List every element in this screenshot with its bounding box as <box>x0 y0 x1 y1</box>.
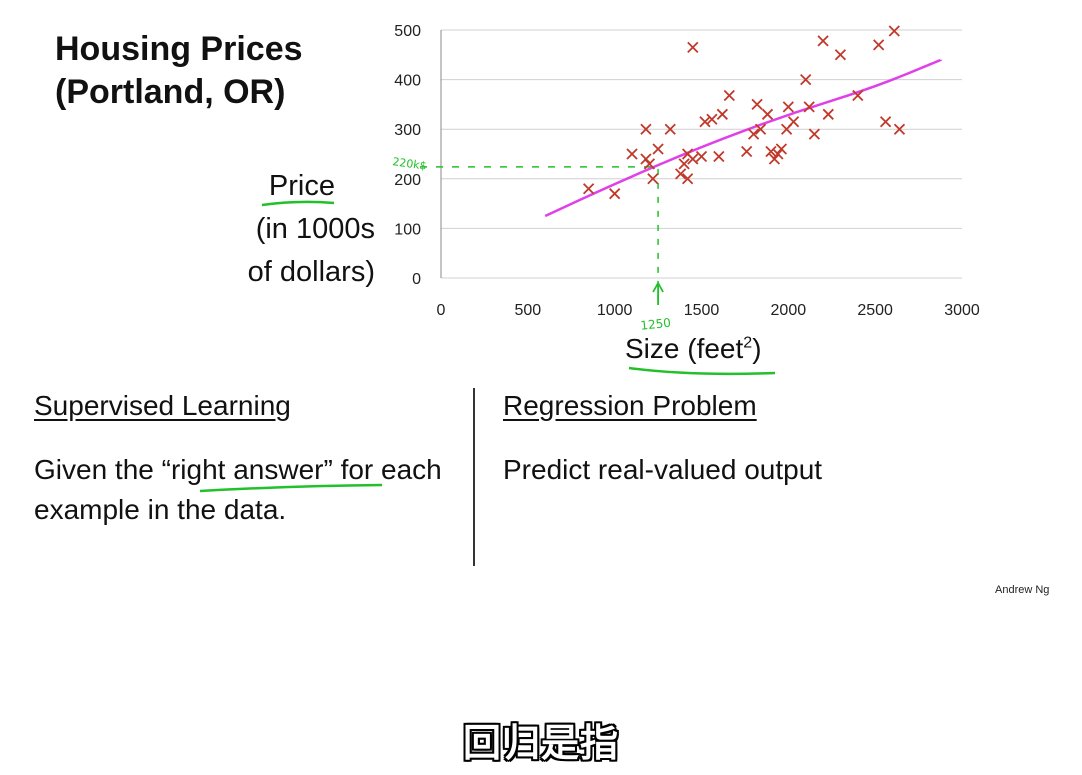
x-tick-label: 0 <box>437 302 446 319</box>
x-axis-label-close: ) <box>752 333 762 364</box>
data-point-39 <box>852 89 864 102</box>
data-point-18 <box>713 150 725 163</box>
data-point-20 <box>723 89 735 102</box>
chart-annotations: 1250 220k$ <box>392 155 672 333</box>
right-answer-phrase: right answer <box>170 454 324 485</box>
supervised-learning-text: Given the “right answer” for each exampl… <box>34 450 464 530</box>
column-divider <box>473 388 475 566</box>
right-answer-underline-stroke <box>199 483 383 493</box>
scatter-chart: 0 100 200 300 400 500 0 500 1000 1500 2000 2500 3000… <box>392 23 980 333</box>
x-tick-label: 2000 <box>771 302 807 319</box>
data-point-31 <box>782 101 794 113</box>
data-point-6 <box>647 173 659 185</box>
data-point-9 <box>675 168 687 180</box>
supervised-learning-heading: Supervised Learning <box>34 390 291 421</box>
chart-ticks: 0 100 200 300 400 500 0 500 1000 1500 2000 2500 3000 <box>394 23 980 319</box>
y-tick-label: 0 <box>412 271 421 288</box>
x-tick-label: 2500 <box>857 302 893 319</box>
data-point-24 <box>754 123 767 135</box>
data-point-15 <box>695 150 708 163</box>
data-point-0 <box>582 183 595 195</box>
video-caption: 回归是指 <box>462 721 619 765</box>
data-point-1 <box>609 188 621 200</box>
y-axis-label-line-2: (in 1000s <box>255 213 375 245</box>
data-point-11 <box>681 173 694 185</box>
data-point-19 <box>716 108 728 120</box>
data-point-10 <box>678 158 690 170</box>
y-axis-label-line-1: Price <box>268 170 335 202</box>
title-line-2: (Portland, OR) <box>55 73 286 111</box>
data-point-13 <box>687 153 699 165</box>
y-tick-label: 300 <box>394 122 421 139</box>
data-point-7 <box>652 143 664 155</box>
data-point-26 <box>765 145 777 158</box>
data-point-23 <box>751 98 763 111</box>
regression-problem-heading: Regression Problem <box>503 390 757 421</box>
data-point-38 <box>834 49 847 61</box>
y-marker-label: 220k$ <box>392 155 428 173</box>
author-credit: Andrew Ng <box>995 584 1050 596</box>
data-point-36 <box>817 35 829 47</box>
x-axis-label-superscript: 2 <box>743 334 753 352</box>
y-axis-label: Price (in 1000s of dollars) <box>205 165 375 294</box>
regression-fit-line <box>544 58 942 218</box>
fit-line-layer <box>544 58 942 218</box>
data-point-2 <box>626 148 638 160</box>
data-point-32 <box>787 116 800 128</box>
y-tick-label: 500 <box>394 23 421 40</box>
data-point-27 <box>768 153 781 165</box>
chart-grid <box>440 29 962 279</box>
regression-problem-text: Predict real-valued output <box>503 454 823 485</box>
data-point-43 <box>893 123 906 135</box>
size-underline-stroke <box>628 366 776 376</box>
x-axis-label-text: Size (feet <box>625 333 744 364</box>
x-tick-label: 3000 <box>944 302 980 319</box>
y-tick-label: 200 <box>394 172 421 189</box>
data-point-35 <box>808 128 821 140</box>
left-body-post: ” for each example in the data. <box>34 454 442 525</box>
data-point-40 <box>873 39 885 51</box>
data-point-3 <box>640 153 652 165</box>
slide-title: Housing Prices (Portland, OR) <box>55 28 303 114</box>
y-tick-label: 400 <box>394 73 421 90</box>
data-point-37 <box>822 108 834 120</box>
data-point-34 <box>803 101 815 113</box>
data-point-29 <box>775 143 788 155</box>
data-point-14 <box>687 41 699 53</box>
x-tick-label: 500 <box>514 302 541 319</box>
data-point-22 <box>747 128 760 140</box>
data-point-42 <box>888 25 900 37</box>
y-axis-label-line-3: of dollars) <box>247 256 375 288</box>
data-point-21 <box>741 145 753 158</box>
data-point-17 <box>706 113 718 125</box>
data-points <box>582 25 906 200</box>
data-point-41 <box>879 116 892 128</box>
data-point-33 <box>800 73 812 86</box>
title-line-1: Housing Prices <box>55 30 303 68</box>
y-tick-label: 100 <box>394 221 421 238</box>
data-point-5 <box>643 158 656 170</box>
left-body-pre: Given the “ <box>34 454 171 485</box>
up-arrow-icon <box>652 282 664 305</box>
x-marker-label: 1250 <box>640 316 672 333</box>
data-point-25 <box>761 108 774 120</box>
x-axis-label: Size (feet2) <box>625 333 762 365</box>
data-point-4 <box>640 123 652 135</box>
data-point-8 <box>664 123 676 135</box>
x-tick-label: 1500 <box>684 302 720 319</box>
price-underline-stroke <box>261 200 335 207</box>
x-tick-label: 1000 <box>597 302 633 319</box>
data-point-16 <box>699 116 711 128</box>
data-point-28 <box>772 148 784 160</box>
